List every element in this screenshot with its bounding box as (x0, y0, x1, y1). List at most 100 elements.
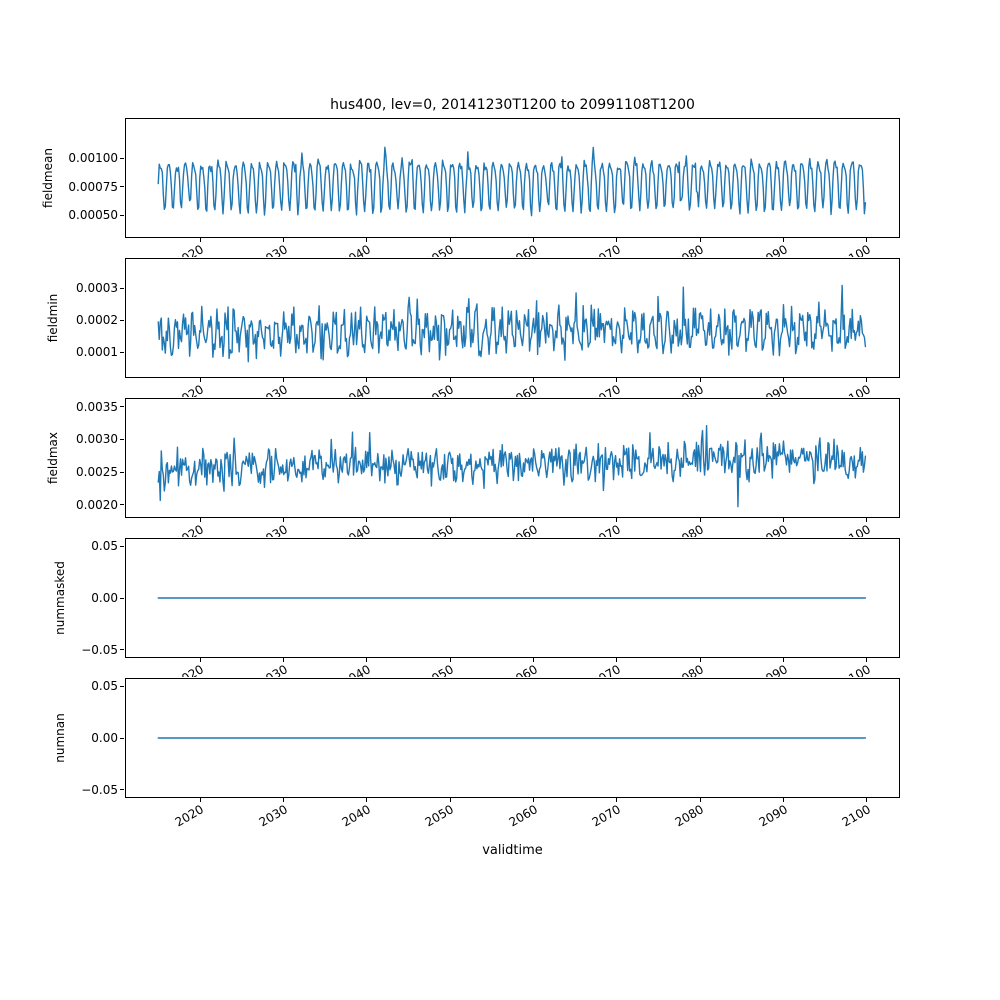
x-tick-label: 2060 (506, 382, 540, 397)
x-tick-label: 2070 (589, 242, 624, 257)
y-tick-mark (120, 438, 124, 440)
x-tick-mark (782, 378, 784, 382)
y-tick-label: 0.0025 (76, 465, 118, 480)
line-series-fieldmin (157, 284, 867, 363)
y-tick-mark (120, 351, 124, 353)
x-tick-mark (449, 378, 451, 382)
x-tick-label: 2020 (173, 522, 207, 537)
x-tick-mark (616, 798, 618, 802)
x-tick-label: 2100 (839, 522, 874, 537)
y-tick-mark (120, 157, 124, 159)
x-tick-mark (449, 658, 451, 662)
x-tick-mark (532, 798, 534, 802)
x-tick-labels: 2020 2030 2040 2050 2060 2070 2080 2090 2100 (125, 240, 900, 257)
x-tick-mark (366, 238, 368, 242)
axes-box (125, 118, 900, 238)
x-tick-label: 2020 (173, 662, 207, 677)
x-tick-mark (366, 518, 368, 522)
x-tick-label: 2030 (256, 802, 290, 830)
x-tick-mark (616, 658, 618, 662)
x-axis-label: validtime (482, 843, 543, 858)
x-tick-label: 2020 (173, 242, 207, 257)
x-tick-label: 2030 (256, 522, 290, 537)
x-tick-label: 2040 (339, 242, 374, 257)
y-tick-label: 0.0001 (76, 345, 118, 360)
x-tick-label: 2050 (423, 802, 457, 830)
y-tick-label: 0.00100 (68, 151, 118, 165)
x-tick-mark (699, 658, 701, 662)
x-tick-mark (282, 378, 284, 382)
x-tick-mark (532, 378, 534, 382)
x-tick-mark (866, 798, 868, 802)
y-tick-label: 0.05 (91, 679, 118, 694)
x-tick-mark (282, 238, 284, 242)
x-tick-mark (199, 798, 201, 802)
line-series-numnan (157, 737, 867, 739)
x-tick-label: 2080 (673, 802, 707, 830)
x-tick-label: 2090 (756, 802, 790, 830)
x-tick-label: 2030 (256, 242, 290, 257)
y-tick-mark (120, 737, 124, 739)
x-tick-label: 2030 (256, 662, 290, 677)
y-tick-mark (120, 471, 124, 473)
x-tick-mark (532, 658, 534, 662)
x-tick-mark (866, 518, 868, 522)
x-tick-mark (282, 798, 284, 802)
x-tick-mark (199, 378, 201, 382)
x-tick-mark (616, 378, 618, 382)
y-tick-mark (120, 319, 124, 321)
x-tick-label: 2020 (173, 382, 207, 397)
y-tick-mark (120, 649, 124, 651)
x-tick-mark (866, 378, 868, 382)
x-tick-mark (532, 238, 534, 242)
x-tick-label: 2090 (756, 382, 790, 397)
x-tick-label: 2070 (589, 662, 624, 677)
y-tick-label: 0.00 (91, 591, 118, 605)
x-tick-label: 2050 (423, 242, 457, 257)
x-tick-mark (449, 798, 451, 802)
x-tick-label: 2030 (256, 382, 290, 397)
y-tick-label: 0.0003 (76, 281, 118, 296)
x-tick-mark (699, 518, 701, 522)
y-tick-label: 0.0002 (76, 313, 118, 328)
x-tick-mark (199, 658, 201, 662)
x-tick-label: 2040 (339, 662, 374, 677)
y-tick-label: 0.0020 (76, 497, 118, 512)
x-tick-label: 2080 (673, 242, 707, 257)
y-tick-label: −0.05 (81, 642, 118, 657)
x-tick-label: 2080 (673, 522, 707, 537)
x-tick-label: 2090 (756, 522, 790, 537)
subplot-numnan: numnan −0.05 0.00 0.05 2020 2030 2040 2050 206… (53, 678, 900, 830)
x-tick-mark (782, 798, 784, 802)
subplot-nummasked: nummasked −0.05 0.00 0.05 2020 2030 2040 2050… (53, 538, 900, 677)
subplot-fieldmax: fieldmax 0.0020 0.0025 0.0030 0.0035 2020 20… (46, 398, 900, 537)
x-tick-mark (866, 238, 868, 242)
x-tick-mark (449, 518, 451, 522)
axes-box (125, 398, 900, 518)
x-tick-mark (449, 238, 451, 242)
x-tick-mark (699, 238, 701, 242)
y-tick-label: 0.0030 (76, 432, 118, 447)
x-tick-labels: 2020 2030 2040 2050 2060 2070 2080 2090 2100 (125, 520, 900, 537)
line-series-fieldmean (157, 146, 867, 217)
x-tick-mark (866, 658, 868, 662)
x-tick-label: 2070 (589, 802, 624, 830)
x-tick-label: 2060 (506, 662, 540, 677)
x-tick-label: 2080 (673, 662, 707, 677)
x-tick-labels: 2020 2030 2040 2050 2060 2070 2080 2090 2100 (125, 380, 900, 397)
x-tick-label: 2070 (589, 522, 624, 537)
subplot-fieldmin: fieldmin 0.0001 0.0002 0.0003 2020 2030 2040… (46, 258, 900, 397)
y-tick-mark (120, 186, 124, 188)
x-tick-labels: 2020 2030 2040 2050 2060 2070 2080 2090 2100 (125, 800, 900, 845)
x-tick-label: 2060 (506, 802, 540, 830)
y-tick-mark (120, 685, 124, 687)
axes-box (125, 678, 900, 798)
x-tick-label: 2050 (423, 382, 457, 397)
x-tick-mark (782, 238, 784, 242)
x-tick-label: 2080 (673, 382, 707, 397)
x-tick-label: 2090 (756, 662, 790, 677)
axes-box (125, 258, 900, 378)
x-tick-mark (199, 518, 201, 522)
x-tick-label: 2040 (339, 522, 374, 537)
y-tick-mark (120, 406, 124, 408)
